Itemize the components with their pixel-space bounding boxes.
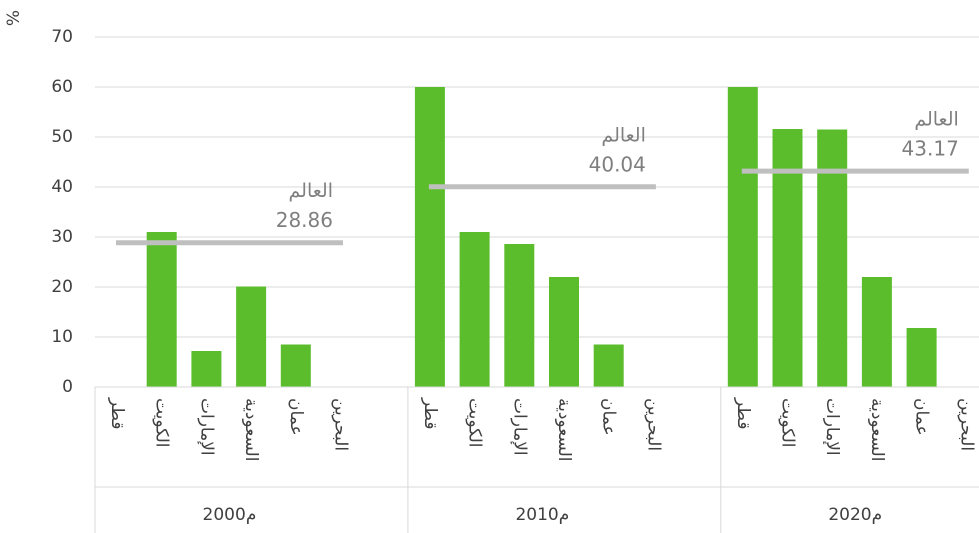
group-label: 2010م (515, 505, 569, 525)
x-tick-label: الإمارات (196, 398, 216, 456)
reference-label: العالم (601, 124, 645, 146)
bar (280, 344, 311, 387)
bar (414, 87, 445, 387)
y-tick-label: 10 (51, 327, 73, 347)
bar (549, 277, 579, 387)
reference-value: 28.86 (276, 208, 333, 232)
reference-label: العالم (914, 109, 958, 131)
bar (772, 129, 803, 387)
y-tick-label: 60 (51, 77, 73, 97)
bar (906, 328, 937, 387)
y-tick-label: 40 (51, 177, 73, 197)
x-tick-label: عمان (599, 398, 619, 436)
x-tick-label: الإمارات (509, 398, 529, 456)
x-tick-label: السعودية (554, 398, 574, 461)
x-tick-label: عمان (912, 398, 932, 436)
bar (817, 129, 848, 387)
x-tick-label: السعودية (241, 398, 261, 461)
x-tick-label: السعودية (867, 398, 887, 461)
bar (146, 232, 177, 387)
x-tick-label: البحرين (331, 398, 351, 451)
x-tick-label: قطر (733, 397, 753, 429)
x-tick-label: البحرين (956, 398, 976, 451)
bar (459, 232, 490, 387)
x-tick-label: الإمارات (822, 398, 842, 456)
x-tick-label: البحرين (643, 398, 663, 451)
bar (504, 244, 535, 387)
y-tick-label: 20 (51, 277, 73, 297)
bar (727, 87, 758, 387)
x-tick-label: عمان (286, 398, 306, 436)
x-tick-label: الكويت (778, 398, 798, 448)
group-label: 2000م (203, 505, 257, 525)
bar (593, 344, 624, 387)
x-tick-label: قطر (107, 397, 127, 429)
y-tick-label: 70 (51, 27, 73, 47)
reference-value: 40.04 (589, 152, 646, 176)
y-tick-label: 0 (62, 377, 73, 397)
bar (861, 277, 892, 387)
y-axis-label: % (4, 10, 24, 26)
bar (236, 286, 267, 387)
group-label: 2020م (828, 505, 882, 525)
x-tick-label: قطر (420, 397, 440, 429)
y-tick-label: 30 (51, 227, 73, 247)
reference-label: العالم (289, 180, 333, 202)
x-tick-label: الكويت (152, 398, 172, 448)
bar (191, 351, 222, 387)
y-tick-label: 50 (51, 127, 73, 147)
reference-value: 43.17 (902, 137, 959, 161)
x-tick-label: الكويت (465, 398, 485, 447)
